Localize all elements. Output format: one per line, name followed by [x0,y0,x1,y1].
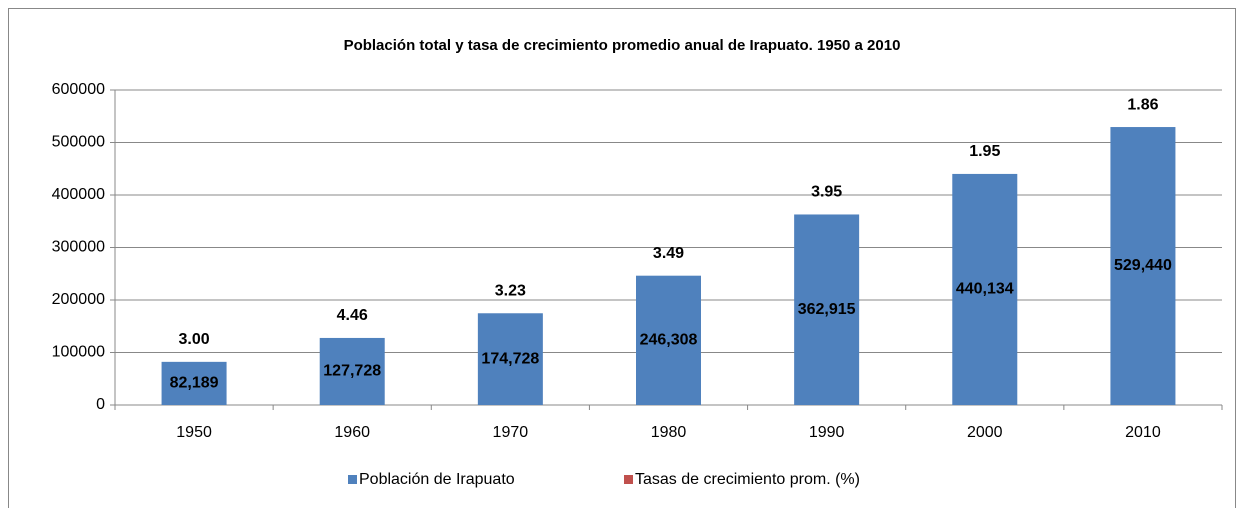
x-tick-label: 1980 [651,424,687,441]
x-tick-label: 2010 [1125,424,1161,441]
rate-label: 3.23 [495,282,526,299]
y-tick-label: 500000 [52,134,105,151]
bar [794,214,860,405]
rate-label: 1.86 [1127,96,1158,113]
bar-value-label: 362,915 [798,301,856,318]
bar [952,173,1018,405]
legend-label: Tasas de crecimiento prom. (%) [635,471,860,488]
legend-swatch [624,475,633,484]
bar-value-label: 529,440 [1114,257,1172,274]
y-tick-label: 400000 [52,186,105,203]
bar-value-label: 246,308 [640,332,698,349]
legend-label: Población de Irapuato [359,471,515,488]
bar [477,313,543,405]
x-tick-label: 1990 [809,424,845,441]
bar [161,361,227,405]
x-tick-label: 2000 [967,424,1003,441]
x-tick-label: 1960 [334,424,370,441]
y-tick-label: 200000 [52,291,105,308]
bar-value-label: 82,189 [170,375,219,392]
chart-title: Población total y tasa de crecimiento pr… [344,37,901,54]
bar-value-label: 174,728 [481,350,539,367]
chart-frame [8,8,1236,508]
rate-label: 3.95 [811,184,842,201]
y-tick-label: 300000 [52,239,105,256]
bar [636,275,701,405]
y-tick-label: 100000 [52,344,105,361]
legend-swatch [348,475,357,484]
y-tick-label: 600000 [52,81,105,98]
bar-value-label: 440,134 [956,281,1014,298]
rate-label: 3.00 [179,331,210,348]
x-tick-label: 1950 [176,424,212,441]
rate-label: 4.46 [337,307,368,324]
rate-label: 3.49 [653,245,684,262]
bar [1110,127,1176,405]
bar [319,337,385,405]
bar-value-label: 127,728 [323,363,381,380]
y-tick-label: 0 [96,396,105,413]
x-tick-label: 1970 [493,424,529,441]
rate-label: 1.95 [969,143,1000,160]
